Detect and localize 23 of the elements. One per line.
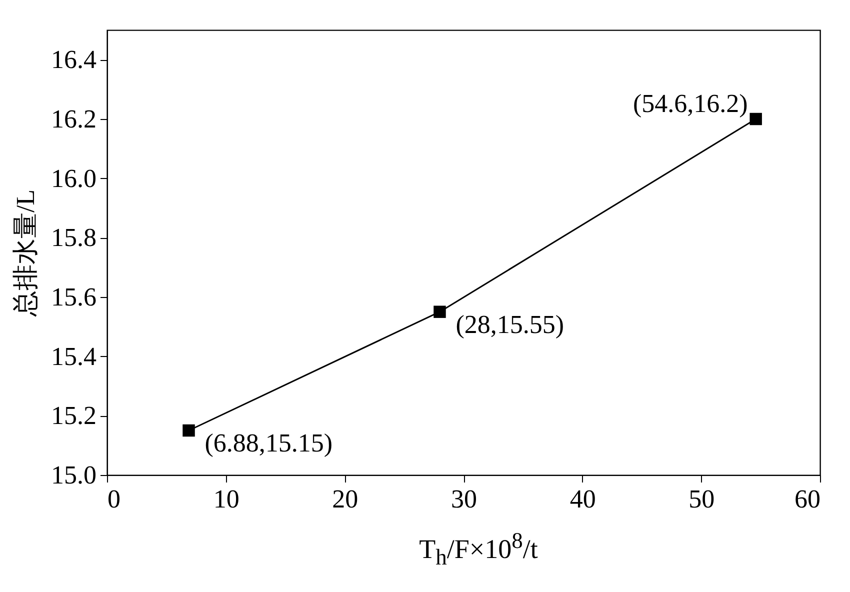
y-tick-label: 15.0 bbox=[51, 460, 96, 490]
annotation: (28,15.55) bbox=[456, 310, 564, 339]
x-tick-label: 40 bbox=[570, 484, 596, 514]
x-tick-label: 50 bbox=[688, 484, 715, 514]
y-tick-label: 15.6 bbox=[51, 282, 96, 312]
y-tick-label: 16.2 bbox=[51, 104, 96, 134]
annotation: (54.6,16.2) bbox=[633, 89, 748, 118]
x-tick-label: 30 bbox=[451, 484, 477, 514]
y-tick-label: 15.4 bbox=[51, 342, 96, 371]
y-tick-label: 16.0 bbox=[51, 164, 96, 193]
y-tick-label: 15.2 bbox=[51, 401, 96, 430]
point bbox=[750, 112, 762, 126]
annotation: (6.88,15.15) bbox=[204, 428, 333, 458]
point bbox=[182, 424, 195, 437]
x-tick-label: 60 bbox=[794, 484, 820, 514]
point bbox=[434, 306, 446, 318]
x-tick-label: 0 bbox=[108, 484, 120, 514]
y-axis-title: 总排水量/L bbox=[11, 189, 40, 318]
y-tick-label: 15.8 bbox=[51, 223, 96, 252]
x-tick-label: 20 bbox=[332, 484, 358, 514]
y-tick-label: 16.4 bbox=[51, 45, 96, 74]
x-tick-label: 10 bbox=[213, 484, 240, 514]
x-axis-title: T$_{h}$/F×10$^{8}$/t bbox=[418, 528, 539, 570]
